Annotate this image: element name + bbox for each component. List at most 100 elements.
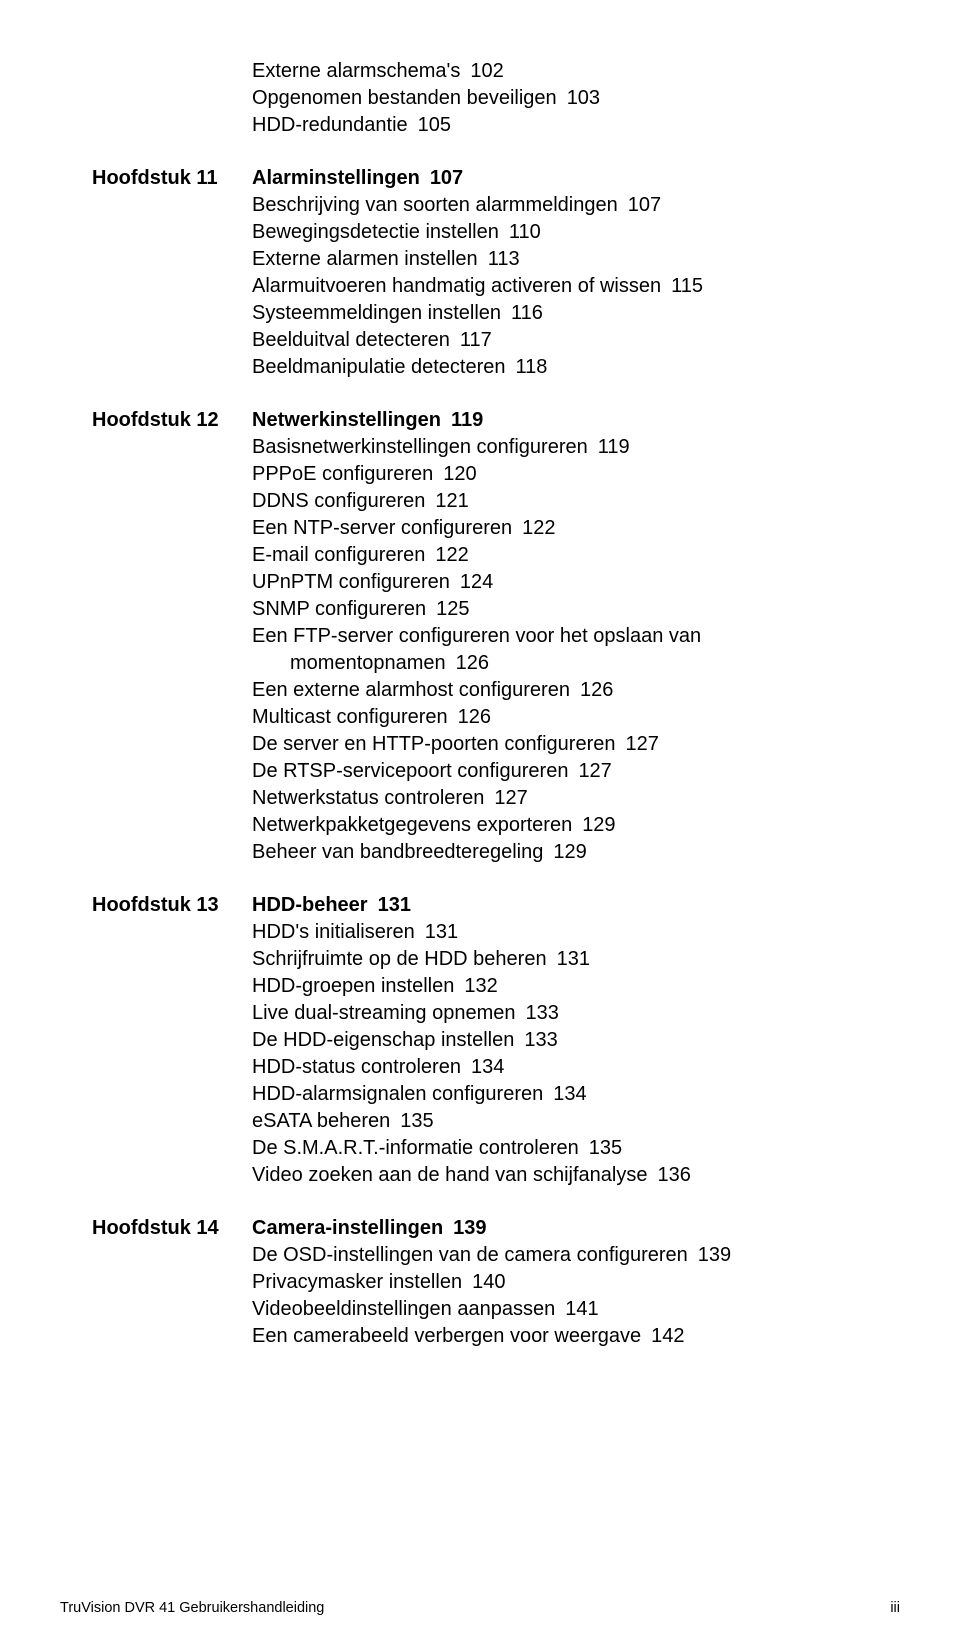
toc-entry: Een externe alarmhost configureren126 (252, 677, 868, 704)
toc-chapter-14: Hoofdstuk 14 Camera-instellingen139 De O… (92, 1215, 868, 1350)
toc-entry: Video zoeken aan de hand van schijfanaly… (252, 1162, 868, 1189)
entry-page: 105 (418, 114, 451, 136)
entry-page: 126 (458, 706, 491, 728)
toc-entry: SNMP configureren125 (252, 596, 868, 623)
entry-title: DDNS configureren (252, 490, 425, 512)
entry-page: 141 (565, 1298, 598, 1320)
toc-chapter-11: Hoofdstuk 11 Alarminstellingen107 Beschr… (92, 165, 868, 381)
toc-entry: Schrijfruimte op de HDD beheren131 (252, 946, 868, 973)
content-column: Camera-instellingen139 De OSD-instelling… (252, 1215, 868, 1350)
entry-page: 127 (578, 760, 611, 782)
entry-title: Een FTP-server configureren voor het ops… (252, 625, 701, 647)
entry-title: momentopnamen (290, 652, 446, 674)
toc-entry: DDNS configureren 121 (252, 488, 868, 515)
entry-page: 122 (435, 544, 468, 566)
entry-page: 131 (425, 921, 458, 943)
entry-page: 107 (628, 194, 661, 216)
entry-title: Opgenomen bestanden beveiligen (252, 87, 557, 109)
chapter-label: Hoofdstuk 11 (92, 165, 252, 192)
heading-page: 107 (430, 167, 463, 189)
entry-page: 122 (522, 517, 555, 539)
entry-page: 132 (464, 975, 497, 997)
entry-page: 134 (553, 1083, 586, 1105)
toc-heading: Alarminstellingen107 (252, 165, 868, 192)
toc-entry: Netwerkstatus controleren127 (252, 785, 868, 812)
toc-entry: Beeldmanipulatie detecteren118 (252, 354, 868, 381)
entry-title: E-mail configureren (252, 544, 425, 566)
entry-page: 102 (470, 60, 503, 82)
entry-title: Beheer van bandbreedteregeling (252, 841, 543, 863)
toc-entry: De S.M.A.R.T.-informatie controleren135 (252, 1135, 868, 1162)
toc-heading: Camera-instellingen139 (252, 1215, 868, 1242)
toc-entry: Beelduitval detecteren 117 (252, 327, 868, 354)
toc-entry-indented: momentopnamen 126 (252, 650, 868, 677)
entry-page: 129 (582, 814, 615, 836)
entry-title: De RTSP-servicepoort configureren (252, 760, 568, 782)
toc-entry: Basisnetwerkinstellingen configureren 119 (252, 434, 868, 461)
heading-page: 131 (378, 894, 411, 916)
entry-title: Bewegingsdetectie instellen (252, 221, 499, 243)
entry-title: Systeemmeldingen instellen (252, 302, 501, 324)
entry-page: 116 (511, 302, 543, 324)
entry-title: Beelduitval detecteren (252, 329, 450, 351)
entry-title: Beeldmanipulatie detecteren (252, 356, 506, 378)
toc-entry: Beheer van bandbreedteregeling129 (252, 839, 868, 866)
entry-title: HDD-alarmsignalen configureren (252, 1083, 543, 1105)
toc-heading: Netwerkinstellingen119 (252, 407, 868, 434)
entry-title: De HDD-eigenschap instellen (252, 1029, 514, 1051)
footer-left: TruVision DVR 41 Gebruikershandleiding (60, 1600, 324, 1616)
page-footer: TruVision DVR 41 Gebruikershandleiding i… (60, 1600, 900, 1616)
toc-entry: Netwerkpakketgegevens exporteren129 (252, 812, 868, 839)
entry-title: Een camerabeeld verbergen voor weergave (252, 1325, 641, 1347)
toc-entry: Multicast configureren 126 (252, 704, 868, 731)
entry-title: HDD's initialiseren (252, 921, 415, 943)
toc-row: Hoofdstuk 13 HDD-beheer131 HDD's initial… (92, 892, 868, 1189)
entry-title: Een externe alarmhost configureren (252, 679, 570, 701)
entry-title: De server en HTTP-poorten configureren (252, 733, 616, 755)
entry-title: Videobeeldinstellingen aanpassen (252, 1298, 555, 1320)
entry-title: Basisnetwerkinstellingen configureren (252, 436, 588, 458)
toc-entry: Opgenomen bestanden beveiligen103 (252, 85, 868, 112)
entry-title: eSATA beheren (252, 1110, 390, 1132)
toc-entry: E-mail configureren 122 (252, 542, 868, 569)
entry-title: Video zoeken aan de hand van schijfanaly… (252, 1164, 647, 1186)
entry-page: 119 (598, 436, 630, 458)
entry-page: 113 (488, 248, 520, 270)
toc-entry: HDD-alarmsignalen configureren 134 (252, 1081, 868, 1108)
content-column: Alarminstellingen107 Beschrijving van so… (252, 165, 868, 381)
content-column: Netwerkinstellingen119 Basisnetwerkinste… (252, 407, 868, 866)
entry-title: De S.M.A.R.T.-informatie controleren (252, 1137, 579, 1159)
toc-row: Hoofdstuk 12 Netwerkinstellingen119 Basi… (92, 407, 868, 866)
toc-entry: De HDD-eigenschap instellen133 (252, 1027, 868, 1054)
toc-entry: HDD-groepen instellen 132 (252, 973, 868, 1000)
entry-title: Live dual-streaming opnemen (252, 1002, 516, 1024)
toc-entry: eSATA beheren 135 (252, 1108, 868, 1135)
toc-entry: PPPoE configureren120 (252, 461, 868, 488)
toc-entry: Systeemmeldingen instellen 116 (252, 300, 868, 327)
toc-orphan-block: Externe alarmschema's 102 Opgenomen besta… (92, 58, 868, 139)
entry-page: 133 (526, 1002, 559, 1024)
heading-title: Camera-instellingen (252, 1217, 443, 1239)
toc-entry: Externe alarmen instellen113 (252, 246, 868, 273)
entry-page: 110 (509, 221, 541, 243)
entry-page: 126 (456, 652, 489, 674)
toc-row: Hoofdstuk 11 Alarminstellingen107 Beschr… (92, 165, 868, 381)
entry-title: SNMP configureren (252, 598, 426, 620)
toc-entry: De server en HTTP-poorten configureren 12… (252, 731, 868, 758)
toc-entry: UPnPTM configureren124 (252, 569, 868, 596)
entry-page: 135 (400, 1110, 433, 1132)
toc-entry: De OSD-instellingen van de camera config… (252, 1242, 868, 1269)
entry-title: HDD-redundantie (252, 114, 408, 136)
entry-title: Externe alarmschema's (252, 60, 460, 82)
entry-page: 127 (626, 733, 659, 755)
entry-page: 124 (460, 571, 493, 593)
entry-page: 117 (460, 329, 492, 351)
chapter-label: Hoofdstuk 12 (92, 407, 252, 434)
entry-title: Multicast configureren (252, 706, 448, 728)
entry-page: 127 (494, 787, 527, 809)
entry-title: HDD-groepen instellen (252, 975, 454, 997)
footer-right: iii (890, 1600, 900, 1616)
content-column: HDD-beheer131 HDD's initialiseren131 Sch… (252, 892, 868, 1189)
entry-page: 142 (651, 1325, 684, 1347)
entry-page: 121 (435, 490, 468, 512)
